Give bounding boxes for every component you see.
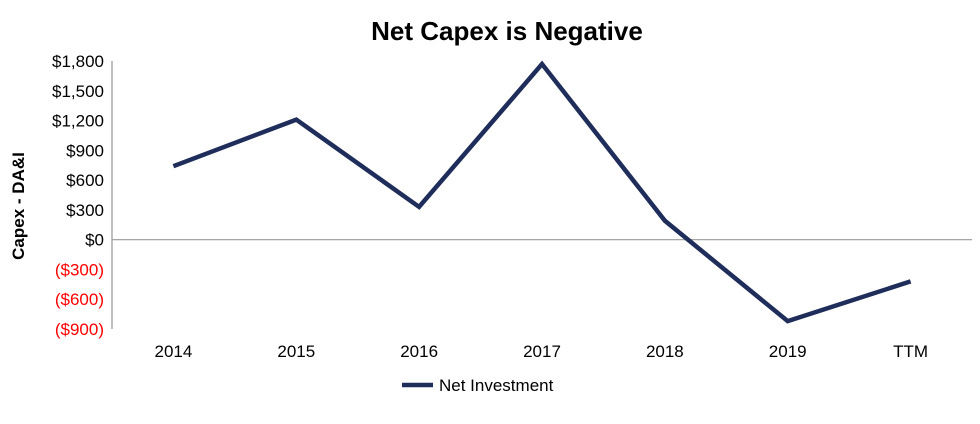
y-tick-label: $300 bbox=[66, 201, 104, 220]
y-tick-label: $600 bbox=[66, 171, 104, 190]
y-tick-label: $900 bbox=[66, 141, 104, 160]
legend-label-net-investment: Net Investment bbox=[439, 376, 554, 395]
y-tick-label: $1,200 bbox=[52, 112, 104, 131]
x-tick-label: 2019 bbox=[769, 342, 807, 361]
y-tick-label: $1,500 bbox=[52, 82, 104, 101]
y-tick-label: ($900) bbox=[55, 320, 104, 339]
x-tick-label: 2016 bbox=[400, 342, 438, 361]
y-tick-label: ($600) bbox=[55, 290, 104, 309]
x-axis-ticks: 2014 2015 2016 2017 2018 2019 TTM bbox=[155, 342, 929, 361]
net-investment-line bbox=[172, 60, 912, 324]
x-tick-label: 2018 bbox=[646, 342, 684, 361]
y-tick-label: $1,800 bbox=[52, 52, 104, 71]
x-tick-label: 2014 bbox=[155, 342, 193, 361]
x-tick-label: 2015 bbox=[277, 342, 315, 361]
chart-title: Net Capex is Negative bbox=[371, 16, 643, 46]
y-axis-ticks: $1,800 $1,500 $1,200 $900 $600 $300 $0 ($300) ($… bbox=[52, 52, 104, 339]
x-tick-label: 2017 bbox=[523, 342, 561, 361]
legend: Net Investment bbox=[402, 376, 554, 395]
y-axis-label: Capex - DA&I bbox=[9, 152, 28, 260]
y-tick-label: ($300) bbox=[55, 260, 104, 279]
y-tick-label: $0 bbox=[85, 231, 104, 250]
x-tick-label: TTM bbox=[893, 342, 928, 361]
